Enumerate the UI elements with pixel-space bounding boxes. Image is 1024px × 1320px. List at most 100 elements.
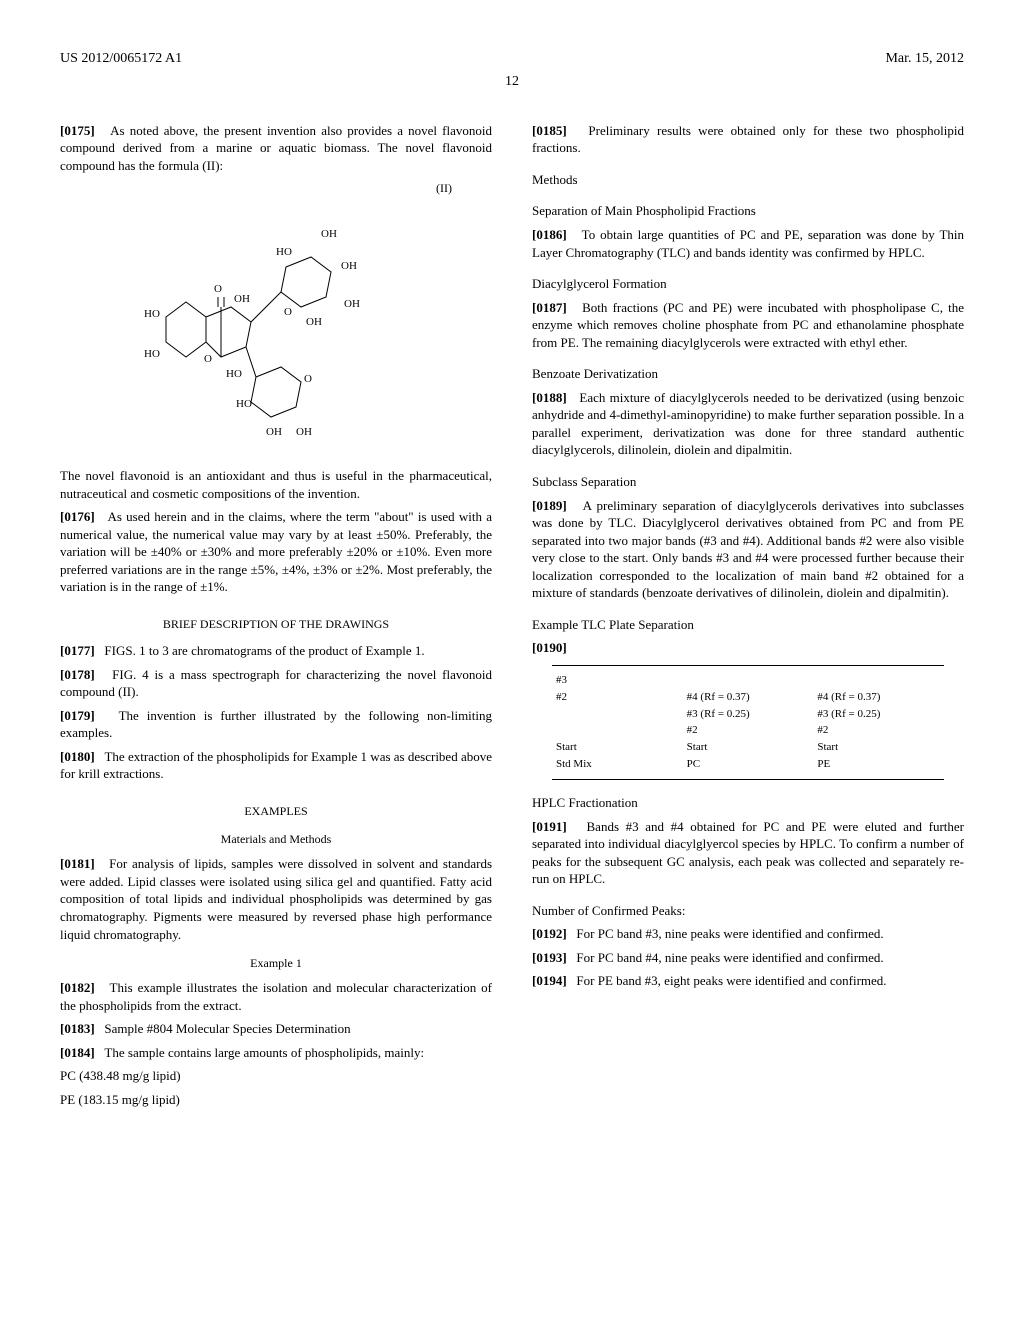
para-num: [0180] <box>60 749 95 764</box>
para-0191: [0191] Bands #3 and #4 obtained for PC a… <box>532 818 964 888</box>
pe-line: PE (183.15 mg/g lipid) <box>60 1091 492 1109</box>
para-0182: [0182] This example illustrates the isol… <box>60 979 492 1014</box>
flavonoid-structure: OH HO OH O OH OH HO O O OH HO O HO HO OH… <box>60 207 492 452</box>
para-num: [0191] <box>532 819 567 834</box>
para-text: To obtain large quantities of PC and PE,… <box>532 227 964 260</box>
para-text: Sample #804 Molecular Species Determinat… <box>104 1021 350 1036</box>
para-text: This example illustrates the isolation a… <box>60 980 492 1013</box>
svg-text:OH: OH <box>321 228 337 240</box>
para-0189: [0189] A preliminary separation of diacy… <box>532 497 964 602</box>
para-num: [0176] <box>60 509 95 524</box>
para-0188: [0188] Each mixture of diacylglycerols n… <box>532 389 964 459</box>
benzoate-heading: Benzoate Derivatization <box>532 365 964 383</box>
diacyl-heading: Diacylglycerol Formation <box>532 275 964 293</box>
svg-text:OH: OH <box>296 426 312 438</box>
para-0177: [0177] FIGS. 1 to 3 are chromatograms of… <box>60 642 492 660</box>
pc-line: PC (438.48 mg/g lipid) <box>60 1067 492 1085</box>
para-0176: [0176] As used herein and in the claims,… <box>60 508 492 596</box>
svg-text:HO: HO <box>276 246 292 258</box>
tlc-cell: #3 (Rf = 0.25) <box>813 706 944 723</box>
tlc-cell: #4 (Rf = 0.37) <box>813 689 944 706</box>
para-num: [0194] <box>532 973 567 988</box>
materials-heading: Materials and Methods <box>60 831 492 847</box>
para-text: As noted above, the present invention al… <box>60 123 492 173</box>
para-text: A preliminary separation of diacylglycer… <box>532 498 964 601</box>
para-num: [0189] <box>532 498 567 513</box>
tlc-cell: #3 (Rf = 0.25) <box>683 706 814 723</box>
methods-heading: Methods <box>532 171 964 189</box>
para-num: [0192] <box>532 926 567 941</box>
para-num: [0193] <box>532 950 567 965</box>
svg-text:HO: HO <box>226 368 242 380</box>
para-0178: [0178] FIG. 4 is a mass spectrograph for… <box>60 666 492 701</box>
para-num: [0179] <box>60 708 95 723</box>
para-num: [0188] <box>532 390 567 405</box>
svg-text:OH: OH <box>234 293 250 305</box>
hplc-heading: HPLC Fractionation <box>532 794 964 812</box>
svg-text:O: O <box>304 373 312 385</box>
tlc-cell <box>813 672 944 689</box>
svg-text:O: O <box>214 283 222 295</box>
svg-text:HO: HO <box>144 308 160 320</box>
para-0183: [0183] Sample #804 Molecular Species Det… <box>60 1020 492 1038</box>
para-num: [0186] <box>532 227 567 242</box>
svg-text:HO: HO <box>236 398 252 410</box>
para-num: [0177] <box>60 643 95 658</box>
table-row: #2 #2 <box>552 722 944 739</box>
publication-number: US 2012/0065172 A1 <box>60 50 182 69</box>
para-num: [0181] <box>60 856 95 871</box>
para-text: For PC band #4, nine peaks were identifi… <box>576 950 883 965</box>
table-row: Start Start Start <box>552 739 944 756</box>
para-text: FIG. 4 is a mass spectrograph for charac… <box>60 667 492 700</box>
para-0181: [0181] For analysis of lipids, samples w… <box>60 855 492 943</box>
para-0192: [0192] For PC band #3, nine peaks were i… <box>532 925 964 943</box>
para-text: Each mixture of diacylglycerols needed t… <box>532 390 964 458</box>
svg-text:OH: OH <box>344 298 360 310</box>
tlc-cell: #2 <box>552 689 683 706</box>
para-0190: [0190] <box>532 639 964 657</box>
para-text: The invention is further illustrated by … <box>60 708 492 741</box>
para-0175: [0175] As noted above, the present inven… <box>60 122 492 175</box>
para-0187: [0187] Both fractions (PC and PE) were i… <box>532 299 964 352</box>
tlc-cell: Std Mix <box>552 756 683 773</box>
tlc-cell: #4 (Rf = 0.37) <box>683 689 814 706</box>
para-0184: [0184] The sample contains large amounts… <box>60 1044 492 1062</box>
tlc-cell: #3 <box>552 672 683 689</box>
tlc-table: #3 #2 #4 (Rf = 0.37) #4 (Rf = 0.37) #3 (… <box>552 665 944 780</box>
examples-heading: EXAMPLES <box>60 803 492 819</box>
svg-text:O: O <box>204 353 212 365</box>
para-text: Both fractions (PC and PE) were incubate… <box>532 300 964 350</box>
para-num: [0178] <box>60 667 95 682</box>
para-text: Bands #3 and #4 obtained for PC and PE w… <box>532 819 964 887</box>
table-row: #2 #4 (Rf = 0.37) #4 (Rf = 0.37) <box>552 689 944 706</box>
subclass-heading: Subclass Separation <box>532 473 964 491</box>
example1-heading: Example 1 <box>60 955 492 971</box>
para-num: [0183] <box>60 1021 95 1036</box>
left-column: [0175] As noted above, the present inven… <box>60 122 492 1115</box>
para-num: [0187] <box>532 300 567 315</box>
para-text: The extraction of the phospholipids for … <box>60 749 492 782</box>
para-num: [0182] <box>60 980 95 995</box>
flavonoid-desc: The novel flavonoid is an antioxidant an… <box>60 467 492 502</box>
svg-text:HO: HO <box>144 348 160 360</box>
brief-description-heading: BRIEF DESCRIPTION OF THE DRAWINGS <box>60 616 492 632</box>
tlc-cell: #2 <box>683 722 814 739</box>
right-column: [0185] Preliminary results were obtained… <box>532 122 964 1115</box>
peaks-heading: Number of Confirmed Peaks: <box>532 902 964 920</box>
svg-text:OH: OH <box>266 426 282 438</box>
para-0193: [0193] For PC band #4, nine peaks were i… <box>532 949 964 967</box>
separation-heading: Separation of Main Phospholipid Fraction… <box>532 202 964 220</box>
para-0186: [0186] To obtain large quantities of PC … <box>532 226 964 261</box>
table-row: #3 <box>552 672 944 689</box>
para-text: The sample contains large amounts of pho… <box>104 1045 424 1060</box>
tlc-cell <box>552 722 683 739</box>
publication-date: Mar. 15, 2012 <box>885 50 964 69</box>
svg-text:O: O <box>284 306 292 318</box>
para-0180: [0180] The extraction of the phospholipi… <box>60 748 492 783</box>
svg-text:OH: OH <box>306 316 322 328</box>
formula-label: (II) <box>60 180 452 196</box>
para-text: Preliminary results were obtained only f… <box>532 123 964 156</box>
tlc-cell: Start <box>683 739 814 756</box>
para-text: For analysis of lipids, samples were dis… <box>60 856 492 941</box>
para-0179: [0179] The invention is further illustra… <box>60 707 492 742</box>
